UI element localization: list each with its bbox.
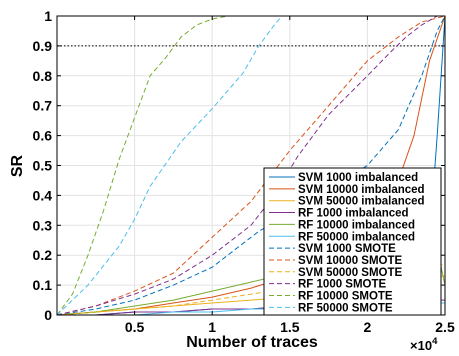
series-line-9 [56, 263, 446, 316]
legend-label-9: SVM 50000 SMOTE [298, 267, 403, 279]
x-axis-multiplier: ×104 [410, 336, 438, 353]
x-tick-label: 0.5 [125, 319, 145, 335]
y-tick-label: 0.6 [33, 128, 53, 144]
y-tick-label: 0.9 [33, 38, 53, 54]
y-tick-label: 0.7 [33, 98, 53, 114]
x-tick-label: 1.5 [280, 319, 300, 335]
y-tick-label: 0 [44, 307, 52, 323]
series-line-12 [56, 15, 445, 316]
legend-label-6: RF 50000 imbalanced [298, 231, 415, 243]
y-tick-label: 0.1 [33, 277, 53, 293]
x-tick-label: 2 [364, 319, 372, 335]
legend-label-10: RF 1000 SMOTE [298, 279, 387, 291]
x-tick-label: 1 [208, 319, 216, 335]
y-tick-label: 0.5 [33, 158, 53, 174]
legend-label-8: SVM 10000 SMOTE [298, 255, 403, 267]
legend-label-5: RF 10000 imbalanced [298, 219, 415, 231]
y-tick-label: 0.4 [33, 187, 53, 203]
x-tick-label: 2.5 [435, 319, 455, 335]
series-line-10 [56, 15, 445, 316]
legend-box [263, 167, 442, 316]
legend-label-11: RF 10000 SMOTE [298, 291, 393, 303]
y-tick-label: 1 [44, 8, 52, 24]
legend-label-2: SVM 10000 imbalanced [298, 184, 425, 196]
legend-label-12: RF 50000 SMOTE [298, 302, 393, 314]
y-tick-label: 0.3 [33, 217, 53, 233]
axes: 0.5 1 1.5 2 2.5 0 0.1 0.2 0.3 0.4 0.5 0.6 0.7 0.8 0.9 1 [33, 8, 455, 335]
legend-label-7: SVM 1000 SMOTE [298, 243, 396, 255]
series-line-11 [56, 15, 445, 316]
y-axis-title: SR [9, 154, 26, 177]
legend-label-4: RF 1000 imbalanced [298, 208, 409, 220]
y-tick-label: 0.8 [33, 68, 53, 84]
series-line-8 [56, 15, 446, 316]
x-axis-title: Number of traces [186, 334, 318, 351]
legend-label-3: SVM 50000 imbalanced [298, 196, 425, 208]
y-tick-label: 0.2 [33, 247, 53, 263]
legend-label-1: SVM 1000 imbalanced [298, 172, 418, 184]
